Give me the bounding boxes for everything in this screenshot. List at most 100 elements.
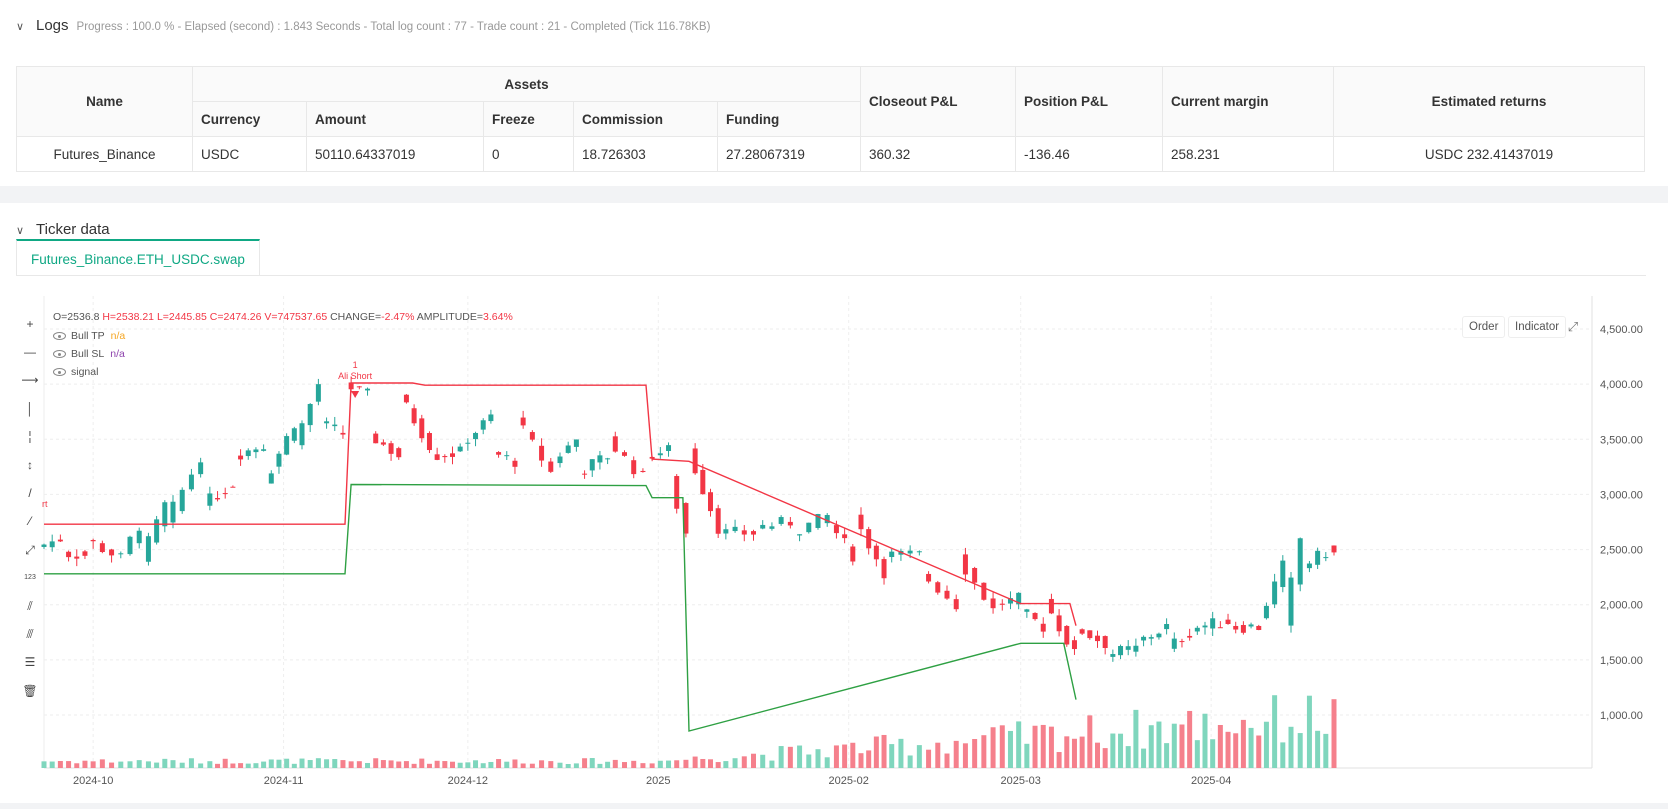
tab-eth-usdc-swap[interactable]: Futures_Binance.ETH_USDC.swap xyxy=(16,239,260,276)
candle-body xyxy=(1331,545,1337,553)
tab-divider xyxy=(16,275,1646,276)
price-label-icon[interactable]: 123 xyxy=(24,573,36,581)
volume-bar xyxy=(520,763,526,768)
candle-body xyxy=(1056,615,1062,632)
volume-bar xyxy=(1248,727,1254,768)
candle-body xyxy=(230,486,236,488)
candle-body xyxy=(388,443,394,454)
logs-header[interactable]: ∨ Logs Progress : 100.0 % - Elapsed (sec… xyxy=(16,17,710,34)
candle-body xyxy=(1141,636,1147,641)
volume-bar xyxy=(1141,748,1147,768)
volume-bar xyxy=(1179,724,1185,768)
legend-bull-sl[interactable]: Bull SL n/a xyxy=(53,348,125,360)
volume-bar xyxy=(981,735,987,768)
volume-bar xyxy=(1233,733,1239,768)
eye-icon[interactable] xyxy=(53,332,66,340)
pitchfork-icon[interactable]: ⫻ xyxy=(26,627,34,642)
chevron-down-icon[interactable]: ∨ xyxy=(16,225,25,237)
volume-bar xyxy=(674,760,680,768)
candle-body xyxy=(411,408,417,424)
eye-icon[interactable] xyxy=(53,350,66,358)
candle-body xyxy=(858,514,864,530)
candle-body xyxy=(41,544,47,547)
volume-bar xyxy=(284,758,290,768)
volume-bar xyxy=(1331,699,1337,768)
table-row: Futures_Binance USDC 50110.64337019 0 18… xyxy=(16,136,1645,172)
trend-line-icon[interactable]: / xyxy=(28,486,32,501)
volume-bar xyxy=(1306,695,1312,768)
candle-body xyxy=(291,428,297,441)
trash-icon[interactable]: 🗑 xyxy=(22,683,38,698)
volume-bar xyxy=(881,734,887,768)
candle-body xyxy=(207,493,213,506)
volume-bar xyxy=(1024,743,1030,768)
candle-body xyxy=(1095,635,1100,642)
horizontal-ray-icon[interactable]: ⟶ xyxy=(21,373,39,388)
extended-line-icon[interactable]: ⤢ xyxy=(25,542,35,557)
col-current-margin: Current margin xyxy=(1162,66,1334,137)
vertical-line-icon[interactable]: │ xyxy=(26,401,34,416)
eye-icon[interactable] xyxy=(53,368,66,376)
indicator-button[interactable]: Indicator xyxy=(1508,316,1567,338)
candle-body xyxy=(136,530,142,544)
price-range-icon[interactable]: ↕ xyxy=(27,458,33,472)
candle-body xyxy=(715,508,721,534)
volume-bar xyxy=(403,761,409,768)
candle-body xyxy=(434,454,440,460)
legend-signal[interactable]: signal xyxy=(53,366,98,378)
ticker-header[interactable]: ∨ Ticker data xyxy=(16,221,110,238)
volume-bar xyxy=(188,758,194,768)
volume-bar xyxy=(348,761,354,768)
horizontal-line-icon[interactable]: — xyxy=(24,345,36,360)
expand-icon[interactable]: ⤢ xyxy=(1567,319,1579,334)
volume-bar xyxy=(332,759,338,768)
candle-body xyxy=(504,455,510,457)
volume-bar xyxy=(127,761,133,768)
chevron-down-icon[interactable]: ∨ xyxy=(16,21,25,33)
order-button[interactable]: Order xyxy=(1462,316,1506,338)
cell-estimated-returns: USDC 232.41437019 xyxy=(1333,136,1645,172)
candle-body xyxy=(1016,592,1022,605)
candle-body xyxy=(1306,563,1312,569)
ohlc-volume: V=747537.65 xyxy=(264,311,328,323)
ohlc-amplitude-label: AMPLITUDE= xyxy=(416,311,484,323)
fib-levels-icon[interactable]: ☰ xyxy=(24,655,36,670)
volume-bar xyxy=(916,745,922,768)
candle-body xyxy=(419,418,425,439)
candle-body xyxy=(824,515,830,524)
volume-bar xyxy=(972,739,978,768)
vertical-segment-icon[interactable]: ╎ xyxy=(26,429,34,444)
volume-bar xyxy=(622,762,627,768)
cell-funding: 27.28067319 xyxy=(717,136,861,172)
legend-bull-tp[interactable]: Bull TP n/a xyxy=(53,330,125,342)
cut-signal-label: rt xyxy=(42,499,48,509)
parallel-channel-icon[interactable]: ⫽ xyxy=(27,599,33,613)
candle-body xyxy=(57,539,63,542)
candle-body xyxy=(1110,654,1116,657)
candle-body xyxy=(276,453,282,467)
candle-body xyxy=(380,442,386,445)
ray-line-icon[interactable]: ⁄ xyxy=(28,514,31,529)
candle-body xyxy=(1040,623,1046,632)
volume-bar xyxy=(858,753,864,768)
candle-body xyxy=(582,473,588,475)
crosshair-icon[interactable]: + xyxy=(26,317,34,331)
volume-bar xyxy=(612,759,618,768)
candle-body xyxy=(557,456,563,464)
candle-body xyxy=(1233,625,1239,630)
volume-bar xyxy=(1263,721,1269,768)
candle-body xyxy=(488,414,494,422)
volume-bar xyxy=(760,754,766,768)
volume-bar xyxy=(1032,725,1038,768)
volume-bar xyxy=(465,762,471,768)
volume-bar xyxy=(324,759,330,768)
volume-bar xyxy=(356,761,362,768)
cell-position-pnl: -136.46 xyxy=(1015,136,1163,172)
volume-bar xyxy=(82,760,88,768)
candle-body xyxy=(496,452,502,455)
candle-body xyxy=(797,534,803,536)
candle-body xyxy=(162,502,168,527)
candle-body xyxy=(1210,618,1216,629)
